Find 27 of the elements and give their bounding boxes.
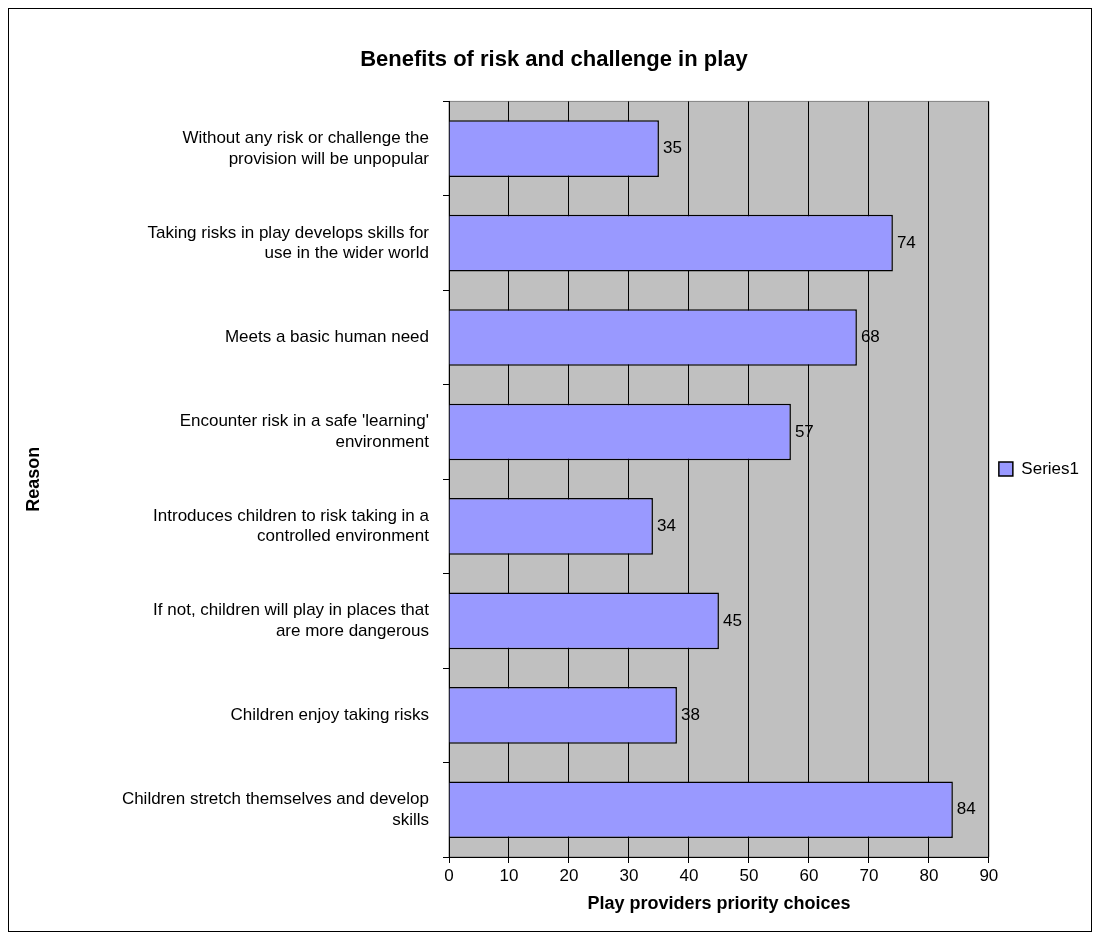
y-tick-label: Encounter risk in a safe 'learning' environment	[179, 411, 430, 451]
data-label: 34	[656, 516, 676, 536]
y-tick-label: Children enjoy taking risks	[230, 705, 429, 725]
x-tick-label: 90	[979, 865, 999, 885]
y-tick-label: Taking risks in play develops skills for use in the wider world	[147, 222, 430, 262]
data-label: 74	[896, 232, 916, 252]
y-tick-label: Children stretch themselves and develop skills	[121, 789, 429, 829]
data-label: 84	[956, 799, 976, 819]
x-tick-label: 0	[444, 865, 454, 885]
x-tick-label: 30	[619, 865, 639, 885]
x-tick-label: 40	[679, 865, 699, 885]
data-label: 35	[662, 138, 682, 158]
y-tick-label: Without any risk or challenge the provision will be unpopular	[182, 128, 430, 168]
x-tick-label: 10	[499, 865, 519, 885]
x-tick-label: 20	[559, 865, 579, 885]
chart-title: Benefits of risk and challenge in play	[360, 46, 749, 72]
y-axis-title: Reason	[22, 446, 43, 512]
data-label: 45	[722, 610, 742, 630]
x-axis-title: Play providers priority choices	[587, 893, 851, 914]
y-tick-label: If not, children will play in places that are more dangerous	[153, 600, 430, 640]
x-tick-label: 50	[739, 865, 759, 885]
y-tick-label: Introduces children to risk taking in a controlled environment	[153, 505, 430, 546]
legend-label: Series1	[1021, 458, 1079, 478]
y-tick-label: Meets a basic human need	[224, 327, 429, 347]
x-tick-label: 60	[799, 865, 819, 885]
x-tick-label: 70	[859, 865, 879, 885]
x-tick-label: 80	[919, 865, 939, 885]
